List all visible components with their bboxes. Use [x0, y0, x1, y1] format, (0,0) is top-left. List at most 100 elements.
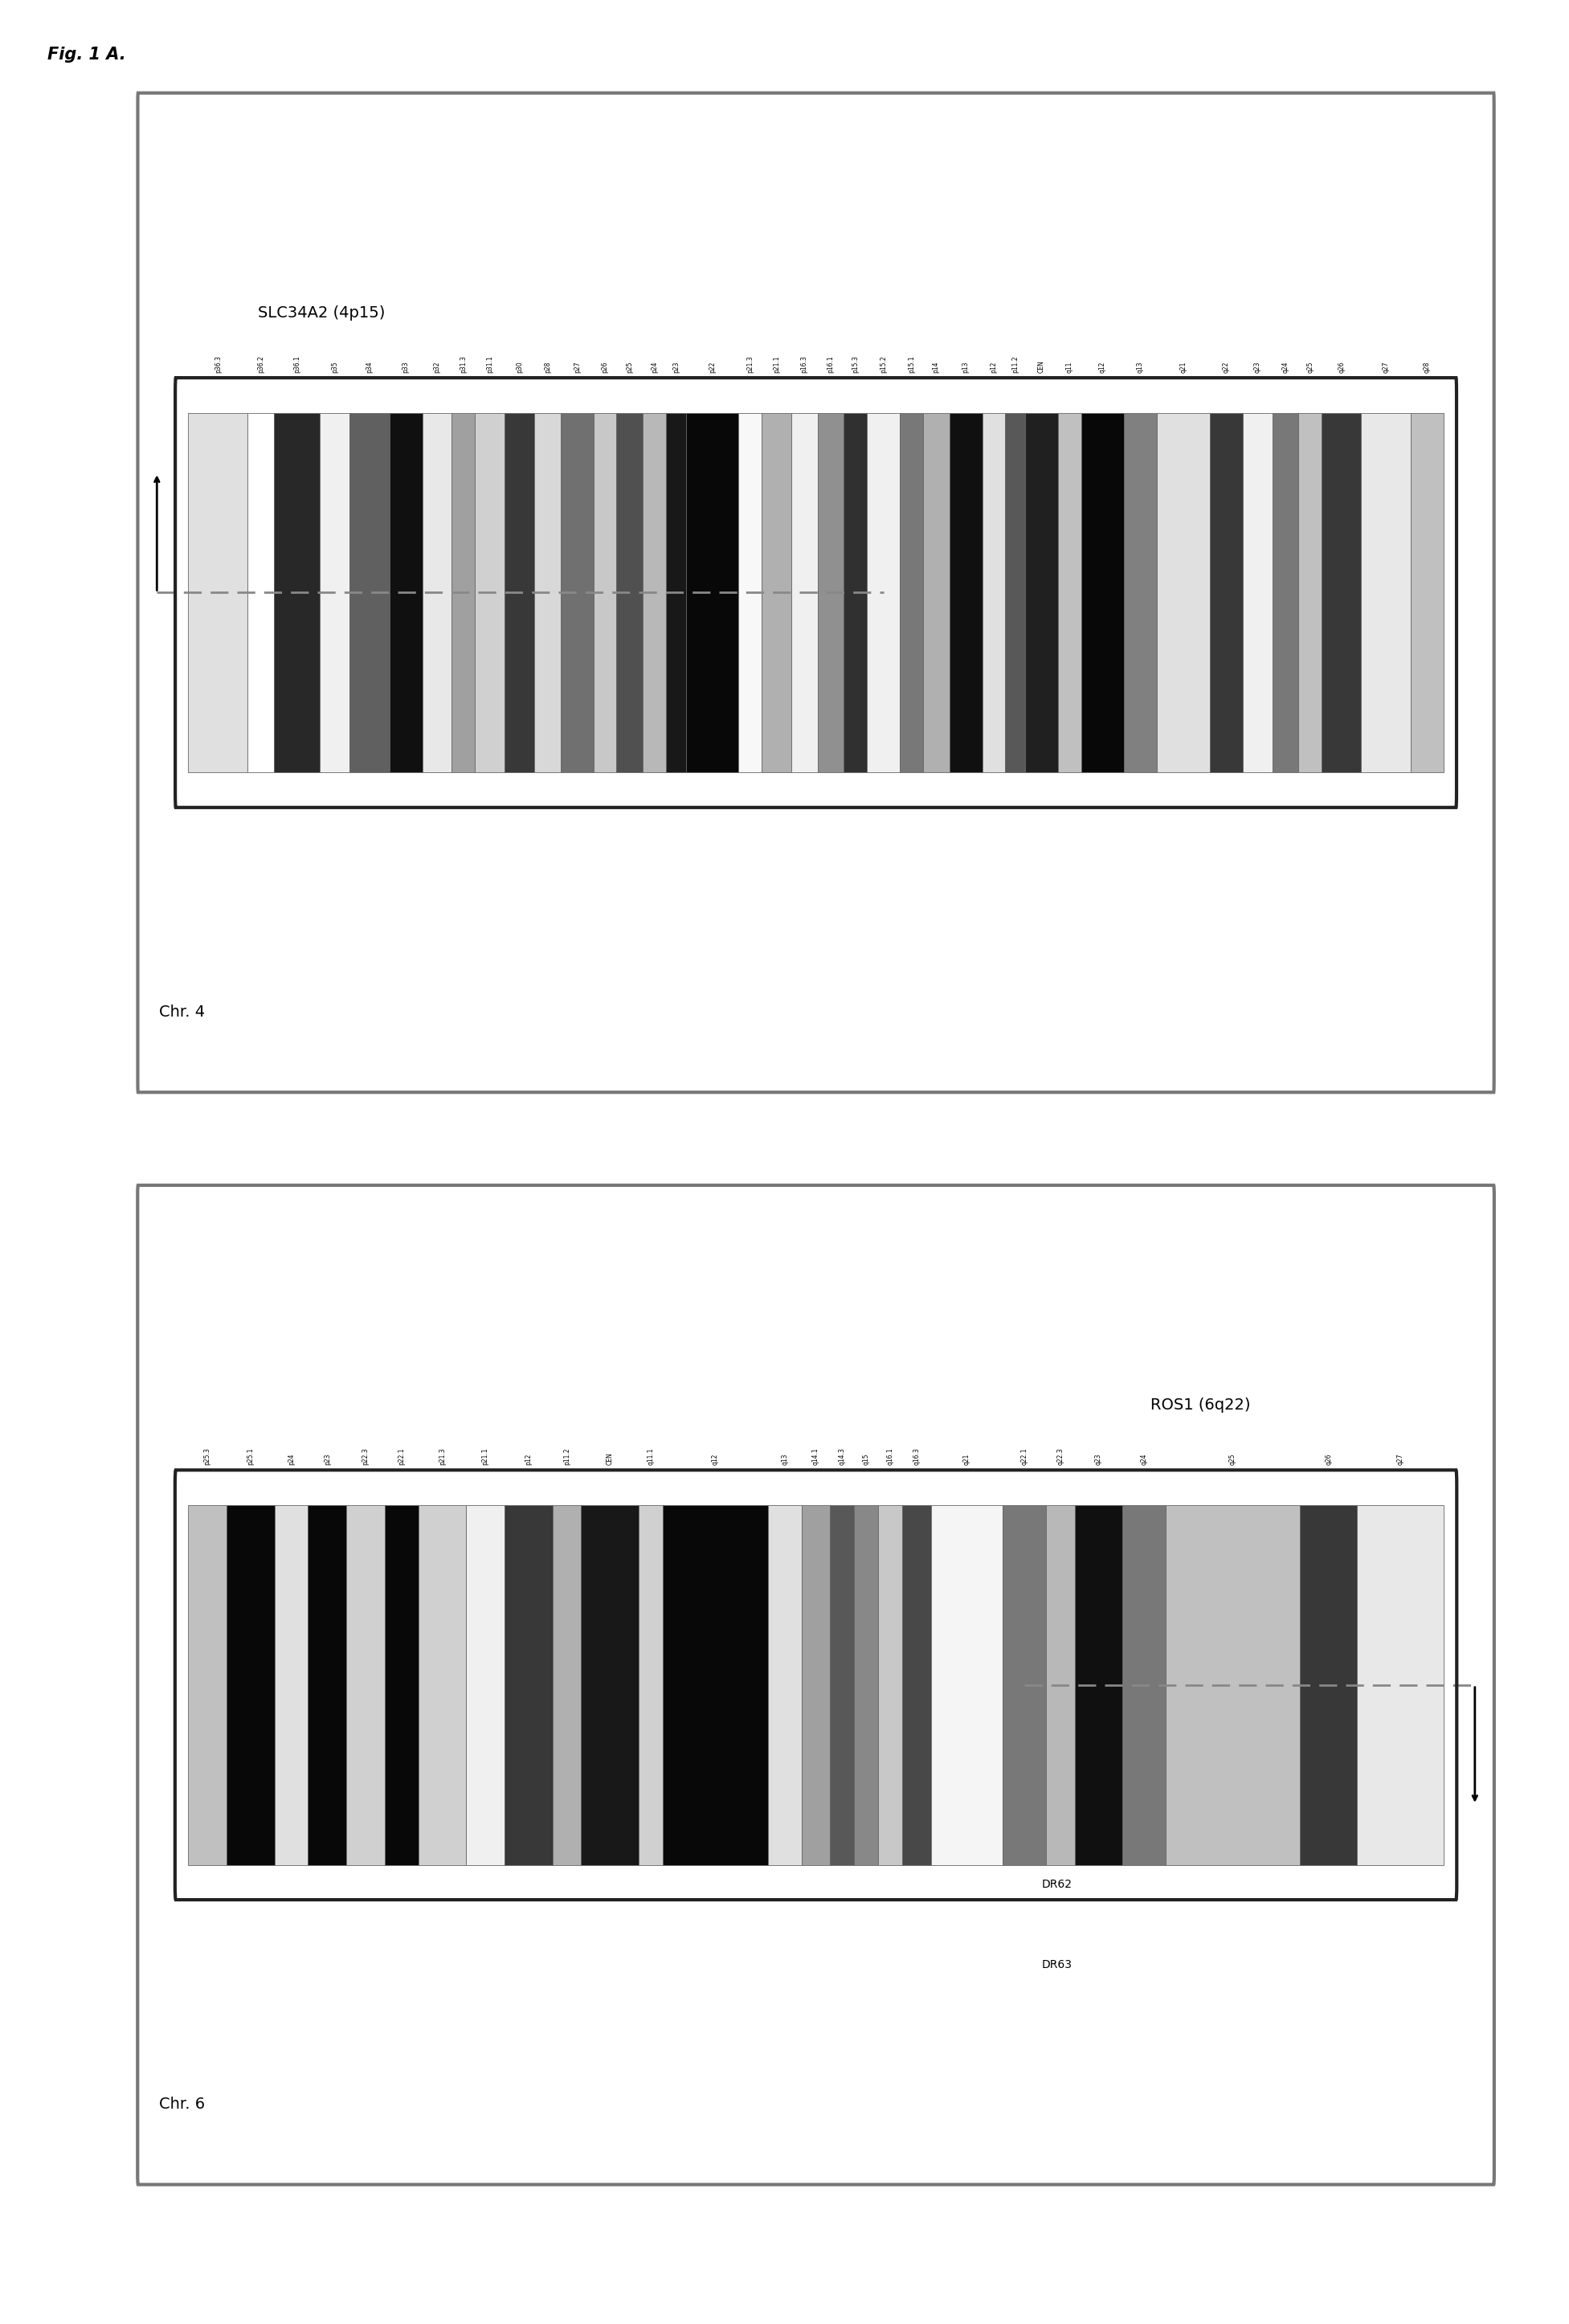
- Text: q26: q26: [1338, 360, 1345, 372]
- Text: q22.1: q22.1: [1021, 1448, 1028, 1464]
- Text: p22.3: p22.3: [362, 1448, 369, 1464]
- Text: q27: q27: [1382, 360, 1390, 372]
- Text: p16.1: p16.1: [827, 356, 835, 372]
- Text: p24: p24: [287, 1452, 295, 1464]
- Bar: [767, 1506, 802, 1864]
- Text: q27: q27: [1396, 1452, 1404, 1464]
- Bar: [505, 414, 533, 772]
- Text: q16.1: q16.1: [886, 1448, 894, 1464]
- Text: p36.3: p36.3: [215, 356, 221, 372]
- Text: p36.2: p36.2: [257, 356, 264, 372]
- Text: p21.3: p21.3: [747, 356, 753, 372]
- Text: q25: q25: [1307, 360, 1313, 372]
- Bar: [643, 414, 665, 772]
- Text: p31.1: p31.1: [486, 356, 493, 372]
- Bar: [275, 414, 320, 772]
- Text: p15.1: p15.1: [908, 356, 915, 372]
- Bar: [817, 414, 844, 772]
- Bar: [419, 1506, 466, 1864]
- Text: SLC34A2 (4p15): SLC34A2 (4p15): [257, 304, 384, 321]
- Bar: [1321, 414, 1362, 772]
- Bar: [1357, 1506, 1443, 1864]
- Bar: [1058, 414, 1081, 772]
- Bar: [1210, 414, 1243, 772]
- Text: Chr. 4: Chr. 4: [158, 1004, 206, 1020]
- Text: p15.3: p15.3: [852, 356, 860, 372]
- Bar: [1006, 414, 1025, 772]
- Bar: [761, 414, 791, 772]
- Text: p22.1: p22.1: [399, 1448, 405, 1464]
- Text: p13: p13: [962, 360, 970, 372]
- Text: q24: q24: [1282, 360, 1290, 372]
- Text: CEN: CEN: [606, 1452, 613, 1464]
- Text: DR62: DR62: [1042, 1880, 1072, 1889]
- Bar: [581, 1506, 639, 1864]
- Bar: [1122, 1506, 1166, 1864]
- Bar: [923, 414, 949, 772]
- Bar: [552, 1506, 581, 1864]
- Text: p25.3: p25.3: [204, 1448, 212, 1464]
- Text: q22.3: q22.3: [1056, 1448, 1064, 1464]
- Bar: [902, 1506, 930, 1864]
- Text: q25: q25: [1229, 1452, 1236, 1464]
- Text: p21.1: p21.1: [482, 1448, 490, 1464]
- Text: q24: q24: [1141, 1452, 1147, 1464]
- Text: ROS1 (6q22): ROS1 (6q22): [1150, 1397, 1250, 1413]
- Text: p32: p32: [433, 360, 441, 372]
- Bar: [1299, 414, 1321, 772]
- Bar: [422, 414, 452, 772]
- Bar: [868, 414, 901, 772]
- Text: CEN: CEN: [1039, 360, 1045, 372]
- Text: p27: p27: [573, 360, 581, 372]
- Bar: [1243, 414, 1272, 772]
- Text: p22: p22: [709, 360, 715, 372]
- Bar: [1081, 414, 1123, 772]
- Text: Chr. 6: Chr. 6: [158, 2096, 206, 2113]
- Text: p30: p30: [516, 360, 522, 372]
- Text: q15: q15: [863, 1452, 869, 1464]
- Text: p16.3: p16.3: [800, 356, 808, 372]
- Bar: [275, 1506, 308, 1864]
- Text: p11.2: p11.2: [1012, 356, 1018, 372]
- Bar: [347, 1506, 384, 1864]
- Text: p23: p23: [323, 1452, 331, 1464]
- Text: p11.2: p11.2: [563, 1448, 571, 1464]
- Bar: [320, 414, 350, 772]
- Text: q26: q26: [1324, 1452, 1332, 1464]
- Text: p12: p12: [524, 1452, 532, 1464]
- Text: q16.3: q16.3: [913, 1448, 919, 1464]
- Bar: [639, 1506, 662, 1864]
- Text: q14.3: q14.3: [838, 1448, 846, 1464]
- Bar: [1272, 414, 1299, 772]
- Bar: [802, 1506, 830, 1864]
- Bar: [686, 414, 739, 772]
- Bar: [1025, 414, 1058, 772]
- Bar: [1411, 414, 1443, 772]
- Bar: [389, 414, 422, 772]
- Text: p25.1: p25.1: [246, 1448, 254, 1464]
- Text: p36.1: p36.1: [293, 356, 301, 372]
- Bar: [226, 1506, 275, 1864]
- Bar: [665, 414, 686, 772]
- Text: q13: q13: [781, 1452, 788, 1464]
- Text: q14.1: q14.1: [813, 1448, 819, 1464]
- Text: p26: p26: [601, 360, 609, 372]
- Text: q21: q21: [963, 1452, 970, 1464]
- Bar: [1075, 1506, 1122, 1864]
- Bar: [533, 414, 560, 772]
- Text: p14: p14: [932, 360, 940, 372]
- Text: p34: p34: [366, 360, 373, 372]
- Bar: [248, 414, 275, 772]
- Bar: [475, 414, 505, 772]
- Bar: [982, 414, 1006, 772]
- Text: p31.3: p31.3: [460, 356, 468, 372]
- Bar: [617, 414, 643, 772]
- Text: p25: p25: [626, 360, 634, 372]
- Bar: [350, 414, 389, 772]
- Bar: [1166, 1506, 1299, 1864]
- Bar: [1362, 414, 1411, 772]
- Text: DR63: DR63: [1042, 1959, 1072, 1971]
- Bar: [466, 1506, 505, 1864]
- Text: q11.1: q11.1: [646, 1448, 654, 1464]
- Bar: [791, 414, 817, 772]
